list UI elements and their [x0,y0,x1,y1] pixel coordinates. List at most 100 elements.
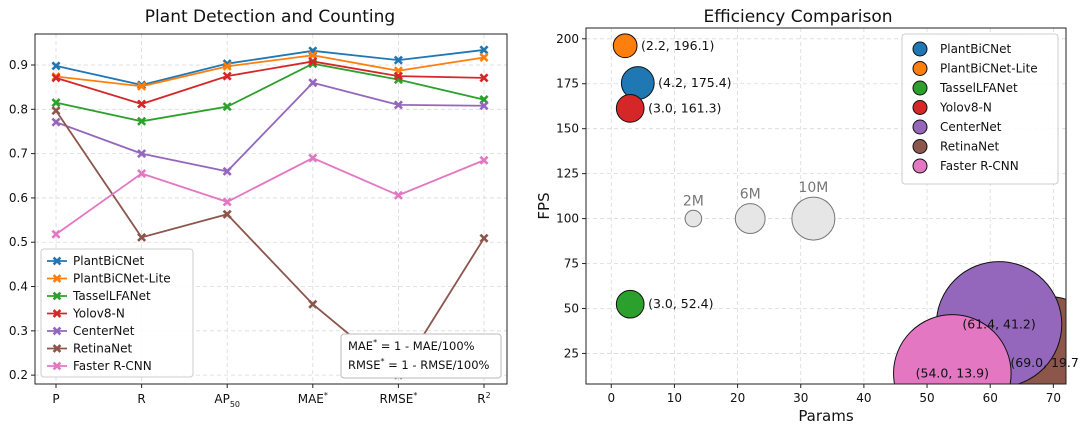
data-point [222,166,232,176]
size-reference-bubble [734,203,766,234]
legend-box [901,33,1059,185]
y-tick-label: 0.4 [9,280,28,294]
x-tick-text: P [52,392,59,406]
legend-marker [52,344,62,353]
note-superscript: * [380,357,384,366]
legend-label: RetinaNet [73,342,133,356]
bubble-tassellfanet [615,289,645,319]
x-tick-label: 70 [1046,391,1061,405]
legend-label: PlantBiCNet [73,254,145,268]
legend-item: CenterNet [912,119,1002,135]
bubble-label: (3.0, 52.4) [648,296,713,311]
bubble-label: (61.4, 41.2) [962,316,1035,331]
x-tick-label: 30 [793,391,808,405]
legend-marker [912,158,928,174]
data-point [51,98,61,108]
scatter-chart: Efficiency Comparison 255075100125150175… [535,7,1080,425]
data-point [308,56,318,66]
data-point [308,78,318,88]
data-point [137,169,147,179]
line-chart-frame [34,33,508,385]
note-superscript: * [373,338,377,347]
data-point [51,61,61,71]
y-tick-label: 0.5 [9,235,28,249]
legend-label: TasselLFANet [72,289,151,303]
legend-label: Faster R-CNN [940,159,1019,173]
data-point [308,153,318,163]
size-reference-label: 6M [740,187,761,203]
data-point [137,232,147,242]
x-tick-label: R [137,392,145,406]
note-text: = 1 - RMSE/100% [384,358,489,372]
line-chart-y-axis: 0.2 0.3 0.4 0.5 0.6 0.7 0.8 0.9 [9,58,35,382]
y-tick-label: 100 [556,212,579,226]
legend-label: RetinaNet [940,140,1000,154]
x-tick-label: AP50 [214,392,240,409]
data-point [51,229,61,239]
size-reference-label: 2M [683,193,704,209]
data-point [479,73,489,83]
data-point [222,61,232,71]
legend-item: CenterNet [47,324,135,338]
legend-item: Yolov8-N [47,307,125,321]
line-chart-series [51,45,489,380]
data-point [51,73,61,83]
x-tick-label: 50 [919,391,934,405]
bubble-label: (2.2, 196.1) [641,38,714,53]
series-tassellfanet [51,59,489,126]
legend-label: PlantBiCNet-Lite [940,62,1038,76]
legend-item: PlantBiCNet-Lite [912,61,1038,76]
series-faster-r-cnn [51,153,489,239]
legend-item: PlantBiCNet-Lite [47,272,171,286]
data-point [479,52,489,63]
data-point [308,299,318,309]
data-point [51,106,61,116]
series-line [55,54,485,88]
note-line: RMSE* = 1 - RMSE/100% [348,357,490,372]
x-tick-superscript: * [324,391,328,400]
series-line [55,157,485,235]
legend-marker [912,80,928,96]
x-tick-label: R2 [477,391,490,406]
legend-marker [52,256,62,266]
y-tick-label: 0.7 [9,147,28,161]
y-tick-label: 75 [564,257,579,271]
x-tick-label: 20 [730,391,745,405]
y-tick-label: 0.3 [9,324,28,338]
y-tick-label: 0.2 [9,368,28,382]
series-yolov8-n [51,56,489,109]
bubble-yolov8-n [615,94,645,123]
data-point [393,190,403,200]
legend-item: TasselLFANet [47,289,151,303]
note-text: = 1 - MAE/100% [377,339,475,353]
x-tick-subscript: 50 [230,400,240,409]
legend-marker [912,61,928,76]
y-tick-label: 25 [564,346,579,360]
y-tick-label: 0.6 [9,191,28,205]
x-tick-label: 60 [983,391,998,405]
legend-marker [912,139,928,154]
legend-marker [52,291,62,301]
legend-item: Faster R-CNN [47,359,152,373]
legend-item: RetinaNet [47,342,133,356]
data-point [479,45,489,55]
metric-note: MAE* = 1 - MAE/100%RMSE* = 1 - RMSE/100% [340,333,502,379]
legend-label: Yolov8-N [72,307,125,321]
legend-label: Faster R-CNN [73,359,152,373]
scatter-chart-x-axis: 0 10 20 30 40 50 60 70 [607,384,1061,405]
data-point [137,99,147,109]
x-tick-superscript: 2 [486,391,491,400]
bubble-plantbicnet [620,66,655,100]
y-tick-label: 125 [556,167,579,181]
note-text: RMSE [348,358,380,372]
line-chart-x-axis: P R AP50 MAE* RMSE* R2 [52,384,491,409]
scatter-y-axis-label: FPS [535,192,553,219]
data-point [393,71,403,81]
legend-item: RetinaNet [912,139,1000,154]
bubble-label: (3.0, 161.3) [648,100,721,115]
data-point [479,155,489,165]
legend-label: PlantBiCNet [940,42,1012,56]
legend-marker [52,309,62,318]
scatter-chart-title: Efficiency Comparison [703,7,892,27]
note-box [340,333,502,379]
